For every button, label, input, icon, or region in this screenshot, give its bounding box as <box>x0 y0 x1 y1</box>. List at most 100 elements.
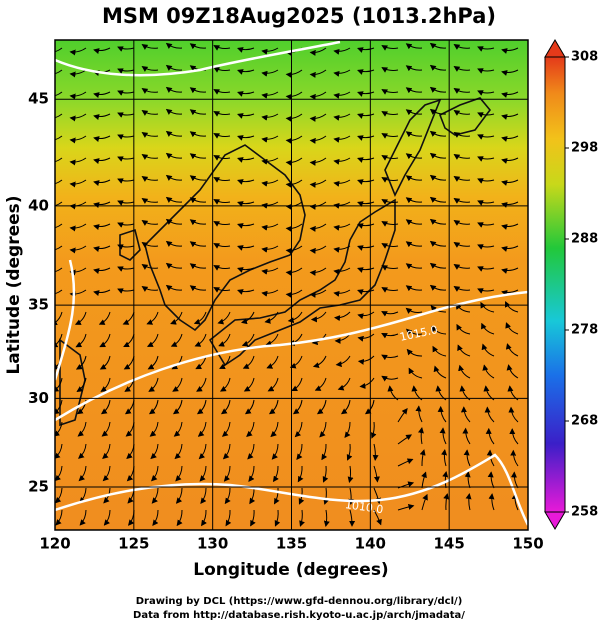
streamline <box>117 266 135 272</box>
streamline <box>151 487 159 504</box>
streamline <box>477 200 495 206</box>
streamline <box>309 157 327 166</box>
streamline <box>76 377 87 392</box>
streamline <box>274 509 281 527</box>
streamline <box>103 509 111 526</box>
contour-label: 1010.0 <box>344 498 384 516</box>
streamline <box>170 333 183 347</box>
streamline <box>381 375 399 382</box>
streamline <box>477 68 495 74</box>
streamline <box>465 493 472 511</box>
streamline <box>453 198 471 204</box>
streamline <box>381 354 399 361</box>
streamline <box>501 245 519 252</box>
streamline <box>117 200 135 206</box>
streamline <box>322 465 329 483</box>
streamline <box>364 399 375 415</box>
streamline <box>312 355 327 369</box>
streamline <box>93 47 111 54</box>
streamline <box>117 134 135 140</box>
streamline <box>357 113 375 119</box>
streamline <box>55 223 63 229</box>
streamline <box>381 67 399 73</box>
streamline <box>261 267 279 275</box>
streamline <box>381 45 399 51</box>
streamline <box>485 427 495 445</box>
streamline <box>309 267 327 276</box>
streamline <box>55 201 63 207</box>
streamline <box>372 443 379 461</box>
streamline <box>242 355 255 369</box>
streamline <box>397 434 413 445</box>
streamline <box>117 244 135 250</box>
streamline <box>285 267 303 276</box>
streamline <box>199 465 207 482</box>
streamline <box>220 399 231 415</box>
streamline <box>240 311 255 325</box>
streamline <box>397 408 408 423</box>
streamline <box>285 69 303 78</box>
streamline <box>237 245 255 251</box>
streamline <box>481 343 495 357</box>
streamline <box>333 157 351 165</box>
title: MSM 09Z18Aug2025 (1013.2hPa) <box>102 4 496 28</box>
streamline <box>405 65 423 72</box>
streamline <box>69 135 87 144</box>
streamline <box>344 421 351 439</box>
x-tick-label: 145 <box>434 535 465 553</box>
streamline <box>101 421 111 437</box>
streamline <box>248 465 255 482</box>
streamline <box>505 343 519 357</box>
y-tick-label: 25 <box>28 478 49 496</box>
streamline <box>437 405 447 423</box>
map-area: 1015.0 1010.0 <box>55 40 528 530</box>
streamline <box>357 91 375 97</box>
streamline <box>381 177 399 183</box>
streamline <box>323 487 330 505</box>
streamline <box>333 267 351 275</box>
streamline <box>381 199 399 205</box>
streamline <box>433 365 447 379</box>
streamline <box>93 157 111 164</box>
streamline <box>55 135 63 141</box>
x-tick-label: 135 <box>276 535 307 553</box>
streamline <box>165 152 183 159</box>
streamline <box>117 156 135 162</box>
streamline <box>310 311 327 323</box>
streamline <box>69 289 87 298</box>
streamline <box>69 245 87 254</box>
streamline <box>141 220 159 226</box>
streamline <box>381 265 399 271</box>
streamline <box>100 377 111 392</box>
streamline <box>264 311 279 324</box>
streamline <box>213 111 231 117</box>
streamline <box>189 263 207 270</box>
streamline <box>200 487 207 504</box>
streamline <box>333 179 351 187</box>
streamline <box>333 201 351 209</box>
streamline <box>333 69 351 77</box>
streamline <box>201 509 207 527</box>
streamline <box>224 487 231 505</box>
streamline <box>250 509 256 527</box>
streamline <box>102 443 111 459</box>
streamline <box>237 113 255 119</box>
streamline <box>261 223 279 231</box>
streamline <box>173 421 183 437</box>
streamline <box>146 311 159 325</box>
streamline <box>247 443 255 460</box>
streamline <box>165 42 183 49</box>
streamline <box>441 449 448 467</box>
streamline <box>357 223 375 229</box>
streamline <box>213 177 231 183</box>
streamline <box>285 245 303 254</box>
streamline <box>443 493 450 511</box>
streamline <box>285 113 303 122</box>
streamline <box>55 245 63 251</box>
streamline <box>405 307 423 314</box>
streamline <box>477 156 495 162</box>
streamline <box>213 45 231 51</box>
streamline <box>321 443 328 461</box>
streamline <box>292 399 303 415</box>
